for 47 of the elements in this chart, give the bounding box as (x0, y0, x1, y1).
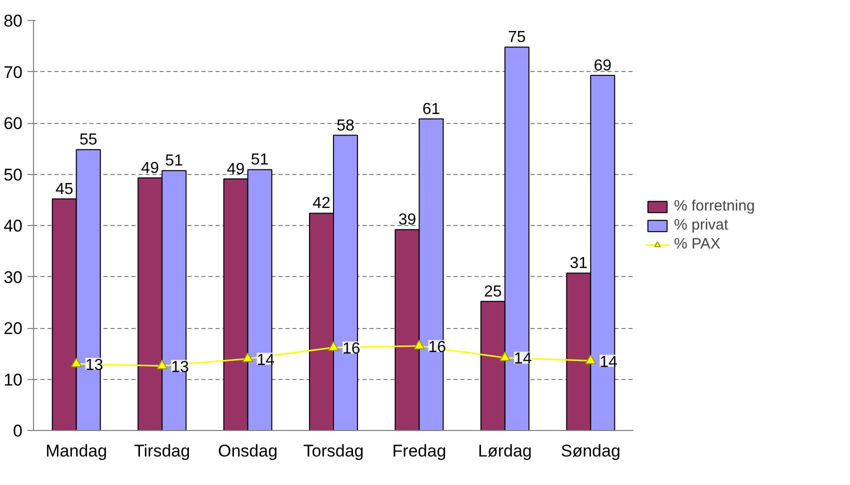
y-tick-label: 70 (4, 62, 23, 82)
x-tick-label: Lørdag (478, 442, 532, 460)
legend-label: % forretning (674, 198, 755, 214)
data-label: 49 (226, 160, 245, 178)
data-label: 14 (256, 352, 275, 369)
point (414, 340, 425, 350)
y-tick-label: 20 (4, 319, 23, 338)
y-tick-label: 50 (4, 165, 23, 184)
legend-label: % PAX (674, 236, 720, 252)
data-label: 51 (250, 152, 269, 169)
point (499, 351, 510, 362)
x-tick-label: Mandag (46, 442, 108, 460)
data-label: 31 (570, 255, 588, 272)
x-tick-label: Torsdag (303, 442, 364, 460)
point (328, 341, 339, 351)
data-label: 58 (336, 117, 354, 134)
data-label: 13 (85, 356, 104, 374)
legend-label: % privat (674, 216, 728, 234)
data-label: 14 (600, 354, 618, 371)
x-tick-label: Søndag (560, 442, 620, 460)
y-tick-label: 80 (4, 12, 23, 30)
data-label: 69 (594, 57, 612, 74)
x-tick-label: Fredag (392, 442, 446, 460)
data-label: 25 (484, 283, 502, 300)
x-tick-label: Tirsdag (134, 442, 190, 460)
y-tick-label: 30 (4, 268, 23, 287)
data-label: 49 (141, 160, 160, 177)
data-label: 61 (422, 100, 440, 118)
data-label: 51 (165, 152, 184, 170)
data-label: 42 (312, 195, 330, 212)
data-label: 45 (55, 180, 74, 198)
data-label: 39 (398, 212, 416, 229)
data-label: 16 (428, 338, 446, 356)
y-tick-label: 60 (4, 114, 23, 133)
data-label: 55 (79, 132, 98, 149)
data-label: 16 (342, 340, 360, 358)
point (242, 352, 254, 362)
data-label: 75 (508, 29, 526, 46)
y-tick-label: 10 (4, 370, 23, 390)
point (585, 354, 596, 364)
data-label: 13 (171, 358, 189, 376)
point (156, 360, 168, 370)
data-label: 14 (514, 350, 532, 368)
x-tick-label: Onsdag (218, 442, 278, 460)
point (70, 358, 82, 368)
y-tick-label: 40 (4, 216, 23, 236)
y-tick-label: 0 (13, 422, 23, 440)
